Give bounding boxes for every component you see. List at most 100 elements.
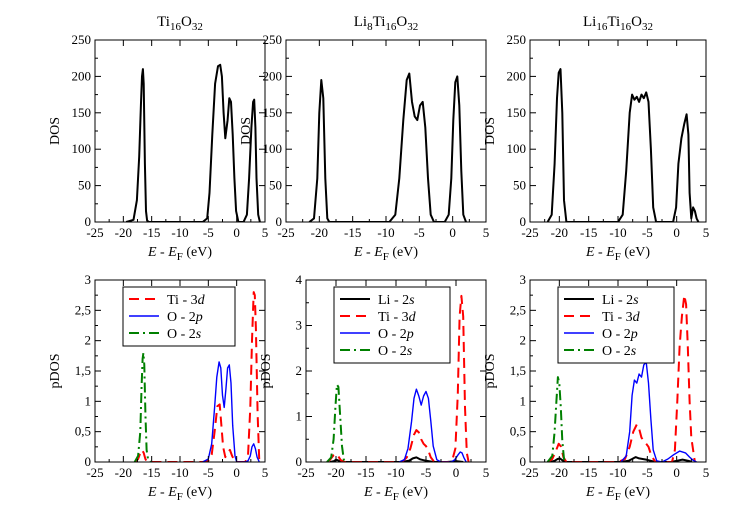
y-tick-label: 1 (85, 393, 92, 408)
y-tick-label: 1,5 (510, 363, 526, 378)
legend-label-o_2s: O - 2s (167, 327, 202, 342)
legend-label-o_2p: O - 2p (167, 310, 203, 325)
y-tick-label: 3 (85, 272, 92, 287)
x-tick-label: -15 (143, 225, 160, 240)
x-tick-label: -20 (311, 225, 328, 240)
y-tick-label: 2 (85, 333, 92, 348)
y-tick-label: 3 (296, 318, 303, 333)
x-tick-label: -25 (297, 465, 314, 480)
y-tick-label: 100 (263, 141, 283, 156)
y-tick-label: 1 (520, 393, 527, 408)
y-tick-label: 0,5 (510, 424, 526, 439)
y-tick-label: 100 (72, 141, 92, 156)
x-tick-label: 5 (262, 465, 269, 480)
y-tick-label: 2 (520, 333, 527, 348)
legend-label-o_2p: O - 2p (378, 327, 414, 342)
y-axis-label: pDOS (48, 353, 63, 388)
series-o_2s (133, 351, 151, 462)
x-tick-label: -25 (86, 465, 103, 480)
panel-3: Li16​Ti16​O32​-25-20-15-10-5050501001502… (483, 14, 709, 263)
panel-1: Ti16​O32​-25-20-15-10-505050100150200250… (48, 14, 268, 263)
series-total (308, 72, 467, 222)
y-tick-label: 4 (296, 272, 303, 287)
x-tick-label: 0 (233, 465, 240, 480)
x-tick-label: -10 (609, 225, 626, 240)
x-tick-label: -5 (642, 465, 653, 480)
x-tick-label: -15 (357, 465, 374, 480)
panel-title: Li8​Ti16​O32​ (354, 14, 419, 33)
x-tick-label: 5 (483, 225, 490, 240)
series-o_2p (202, 361, 260, 462)
y-tick-label: 250 (507, 32, 527, 47)
series-ti_3d (134, 291, 261, 462)
y-tick-label: 150 (72, 105, 92, 120)
x-tick-label: -10 (387, 465, 404, 480)
x-tick-label: -20 (551, 465, 568, 480)
panel-4: -25 -20 -15 -10 -5 0 5 0 0,5 1 1,5 2 2,5 3 E - EF (eV)… (48, 272, 268, 503)
legend-label-li_2s: Li - 2s (602, 293, 639, 308)
series-o_2p (620, 361, 697, 462)
x-tick-label: -15 (143, 465, 160, 480)
x-axis-label: E - EF (eV) (147, 485, 212, 503)
x-tick-label: -20 (115, 465, 132, 480)
x-tick-label: 0 (453, 465, 460, 480)
x-tick-label: -5 (421, 465, 432, 480)
y-axis-label: DOS (48, 117, 63, 145)
y-tick-label: 150 (263, 105, 283, 120)
y-tick-label: 0 (276, 214, 283, 229)
y-tick-label: 0 (520, 454, 527, 469)
y-tick-label: 0 (85, 214, 92, 229)
y-tick-label: 0 (520, 214, 527, 229)
x-tick-label: -25 (86, 225, 103, 240)
x-tick-label: 5 (703, 225, 710, 240)
x-tick-label: 5 (262, 225, 269, 240)
x-tick-label: -10 (171, 225, 188, 240)
x-tick-label: 0 (673, 465, 680, 480)
legend: Li - 2s Ti - 3d O - 2p O - 2s (557, 286, 675, 364)
x-tick-label: -25 (277, 225, 294, 240)
legend-label-ti_3d: Ti - 3d (167, 293, 206, 308)
series-total (125, 63, 261, 222)
series-o_2s (546, 376, 568, 462)
y-tick-label: 250 (72, 32, 92, 47)
x-tick-label: -10 (171, 465, 188, 480)
y-tick-label: 200 (507, 68, 527, 83)
y-tick-label: 200 (72, 68, 92, 83)
series-li_2s (550, 456, 693, 462)
x-tick-label: -25 (521, 465, 538, 480)
y-tick-label: 1,5 (75, 363, 91, 378)
panel-6: -25 -20 -15 -10 -5 0 5 0 0,5 1 1,5 2 2,5 3 E - EF (eV)… (483, 272, 709, 503)
x-tick-label: -5 (642, 225, 653, 240)
y-tick-label: 2,5 (510, 302, 526, 317)
y-tick-label: 3 (520, 272, 527, 287)
y-tick-label: 0 (296, 454, 303, 469)
y-axis-label: DOS (483, 117, 498, 145)
legend-label-o_2s: O - 2s (602, 344, 637, 359)
legend: Ti - 3d O - 2p O - 2s (122, 286, 236, 347)
x-tick-label: 5 (483, 465, 490, 480)
y-axis-label: pDOS (483, 353, 498, 388)
y-tick-label: 0,5 (75, 424, 91, 439)
panel-title: Li16​Ti16​O32​ (583, 14, 653, 33)
x-tick-label: -5 (414, 225, 425, 240)
y-tick-label: 150 (507, 105, 527, 120)
series-o_2s (326, 383, 347, 462)
y-tick-label: 50 (78, 178, 91, 193)
y-axis-label: pDOS (259, 353, 274, 388)
y-tick-label: 2 (296, 363, 303, 378)
x-tick-label: -10 (609, 465, 626, 480)
y-tick-label: 1 (296, 409, 303, 424)
x-tick-label: -20 (551, 225, 568, 240)
y-tick-label: 200 (263, 68, 283, 83)
legend-label-ti_3d: Ti - 3d (378, 310, 417, 325)
x-tick-label: -25 (521, 225, 538, 240)
x-tick-label: 0 (233, 225, 240, 240)
x-axis-label: E - EF (eV) (363, 485, 428, 503)
x-tick-label: -5 (203, 225, 214, 240)
x-axis-label: E - EF (eV) (147, 245, 212, 263)
legend-label-o_2s: O - 2s (378, 344, 413, 359)
x-tick-label: -15 (580, 225, 597, 240)
y-tick-label: 50 (513, 178, 526, 193)
legend: Li - 2s Ti - 3d O - 2p O - 2s (333, 286, 451, 364)
legend-label-li_2s: Li - 2s (378, 293, 415, 308)
